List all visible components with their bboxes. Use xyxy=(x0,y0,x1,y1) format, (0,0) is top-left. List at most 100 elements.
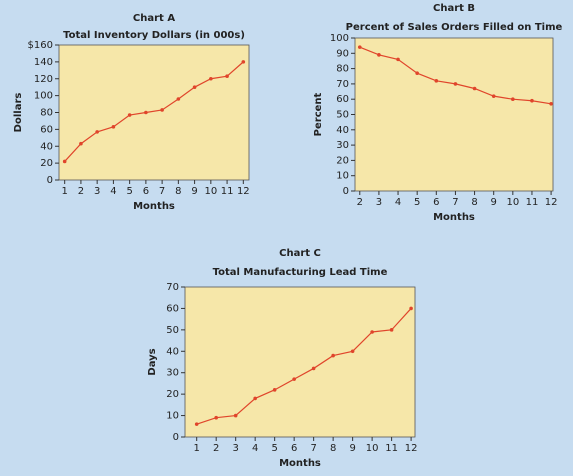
x-axis-label: Months xyxy=(433,212,475,223)
x-tick-label: 5 xyxy=(414,197,420,208)
data-point xyxy=(530,98,534,103)
x-tick-label: 1 xyxy=(61,186,67,197)
x-tick-label: 3 xyxy=(376,197,382,208)
y-tick-label: 50 xyxy=(166,325,179,336)
x-tick-label: 7 xyxy=(310,443,316,454)
y-axis-label: Percent xyxy=(313,92,324,136)
data-point xyxy=(434,79,439,83)
data-point xyxy=(491,94,496,98)
chart-title: Chart A xyxy=(133,13,175,24)
data-point xyxy=(511,97,515,101)
y-tick-label: 120 xyxy=(34,74,53,85)
chart-subtitle: Total Manufacturing Lead Time xyxy=(213,267,388,278)
data-point xyxy=(79,141,83,146)
data-point xyxy=(176,97,181,101)
x-tick-label: 5 xyxy=(126,186,132,197)
x-axis-label: Months xyxy=(133,201,175,212)
data-point xyxy=(209,76,213,81)
x-tick-label: 10 xyxy=(506,197,519,208)
data-point xyxy=(225,74,229,79)
chart-title: Chart C xyxy=(279,248,321,259)
x-tick-label: 6 xyxy=(433,197,439,208)
y-tick-label: 60 xyxy=(336,94,349,105)
y-tick-label: 60 xyxy=(166,303,179,314)
y-tick-label: 50 xyxy=(336,110,349,121)
x-tick-label: 7 xyxy=(159,186,165,197)
y-tick-label: 0 xyxy=(173,432,179,443)
y-tick-label: 0 xyxy=(47,175,53,186)
x-tick-label: 2 xyxy=(213,443,219,454)
x-tick-label: 2 xyxy=(78,186,84,197)
chart-title: Chart B xyxy=(433,3,475,14)
data-point xyxy=(144,110,148,115)
y-tick-label: 10 xyxy=(336,171,349,182)
data-point xyxy=(241,60,246,64)
data-point xyxy=(549,101,553,106)
data-point xyxy=(472,86,477,91)
data-point xyxy=(292,377,296,381)
y-tick-label: 80 xyxy=(336,64,349,75)
y-tick-label: 100 xyxy=(34,91,53,102)
y-tick-label: 70 xyxy=(166,282,179,293)
data-point xyxy=(453,82,458,86)
y-tick-label: 40 xyxy=(40,141,53,152)
data-point xyxy=(415,71,419,75)
x-tick-label: 2 xyxy=(357,197,363,208)
x-tick-label: 12 xyxy=(545,197,558,208)
y-tick-label: 30 xyxy=(336,140,349,151)
data-point xyxy=(62,159,67,164)
chart-subtitle: Percent of Sales Orders Filled on Time xyxy=(346,22,563,33)
x-tick-label: 11 xyxy=(526,197,539,208)
chart-subtitle: Total Inventory Dollars (in 000s) xyxy=(63,30,245,41)
y-axis-label: Days xyxy=(147,348,158,375)
data-point xyxy=(389,328,394,332)
y-tick-label: 100 xyxy=(330,33,349,44)
y-tick-label: 20 xyxy=(40,158,53,169)
data-point xyxy=(272,388,277,392)
x-tick-label: 3 xyxy=(232,443,238,454)
data-point xyxy=(331,353,335,358)
y-tick-label: 30 xyxy=(166,368,179,379)
x-tick-label: 10 xyxy=(366,443,379,454)
x-tick-label: 9 xyxy=(491,197,497,208)
data-line xyxy=(64,61,244,162)
data-point xyxy=(357,45,362,49)
x-tick-label: 6 xyxy=(291,443,297,454)
x-tick-label: 5 xyxy=(271,443,277,454)
y-axis-label: Dollars xyxy=(13,93,24,133)
x-axis-label: Months xyxy=(279,458,321,469)
data-point xyxy=(377,53,381,57)
y-tick-label: 80 xyxy=(40,108,53,119)
data-point xyxy=(111,125,116,129)
y-tick-label: $160 xyxy=(28,40,53,51)
x-tick-label: 12 xyxy=(405,443,418,454)
x-tick-label: 4 xyxy=(252,443,258,454)
x-tick-label: 10 xyxy=(204,186,217,197)
x-tick-label: 1 xyxy=(194,443,200,454)
x-tick-label: 4 xyxy=(395,197,401,208)
x-tick-label: 8 xyxy=(471,197,477,208)
x-tick-label: 12 xyxy=(237,186,250,197)
data-point xyxy=(253,396,257,401)
data-line xyxy=(196,308,412,425)
y-tick-label: 40 xyxy=(336,125,349,136)
x-tick-label: 9 xyxy=(349,443,355,454)
y-tick-label: 60 xyxy=(40,124,53,135)
plot-area xyxy=(354,37,554,192)
x-tick-label: 8 xyxy=(175,186,181,197)
y-tick-label: 140 xyxy=(34,57,53,68)
y-tick-label: 90 xyxy=(336,48,349,59)
data-point xyxy=(127,113,132,117)
data-point xyxy=(396,57,400,62)
data-point xyxy=(350,349,355,354)
data-point xyxy=(370,330,374,334)
y-tick-label: 20 xyxy=(166,389,179,400)
y-tick-label: 40 xyxy=(166,346,179,357)
data-point xyxy=(233,413,238,418)
y-tick-label: 20 xyxy=(336,155,349,166)
data-point xyxy=(95,130,99,134)
x-tick-label: 9 xyxy=(191,186,197,197)
data-point xyxy=(192,85,197,89)
data-point xyxy=(311,366,316,371)
